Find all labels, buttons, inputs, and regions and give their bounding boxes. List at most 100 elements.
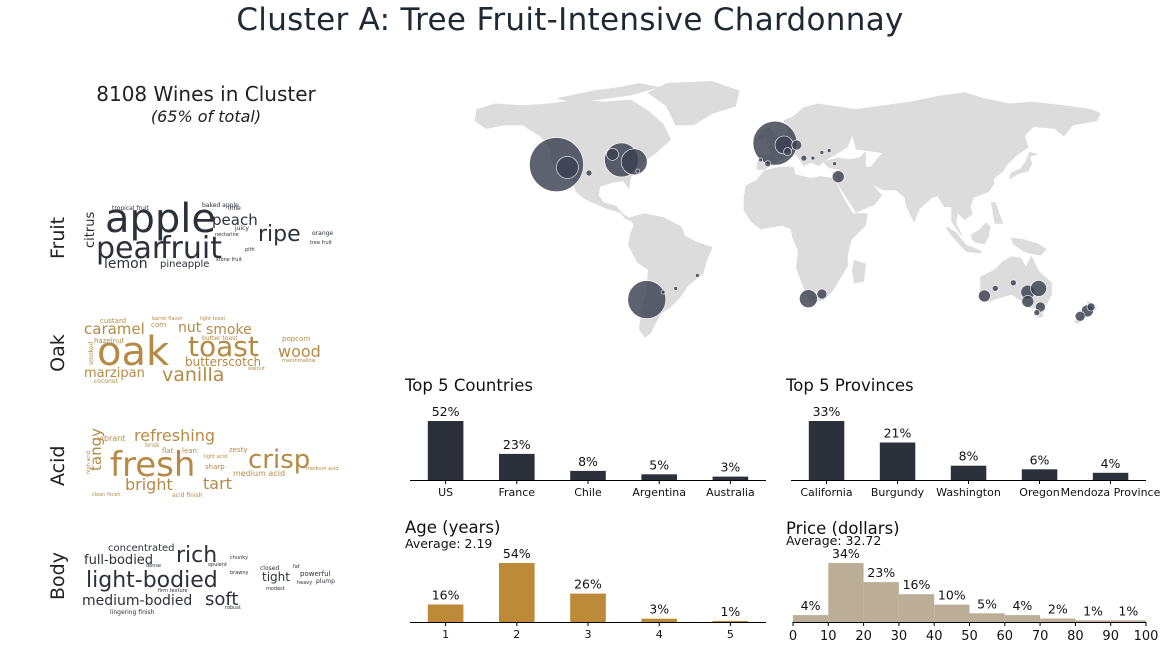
cloud-word: custard bbox=[100, 317, 126, 325]
map-bubble bbox=[791, 139, 803, 151]
cloud-word: nut bbox=[178, 320, 202, 336]
map-bubble bbox=[620, 148, 648, 176]
cloud-word: closed bbox=[260, 565, 279, 572]
bar bbox=[934, 604, 970, 622]
land-shape bbox=[743, 166, 868, 302]
tick-label: Argentina bbox=[632, 486, 686, 499]
cloud-word: marzipan bbox=[84, 366, 145, 381]
row-label-acid: Acid bbox=[47, 445, 69, 486]
row-label-fruit: Fruit bbox=[47, 216, 69, 259]
tick-label: 3 bbox=[585, 628, 592, 641]
chart-title: Top 5 Provinces bbox=[785, 376, 914, 395]
data-label: 5% bbox=[649, 457, 669, 472]
data-label: 1% bbox=[1118, 603, 1138, 618]
cloud-word: marshmallow bbox=[282, 358, 316, 364]
bar bbox=[499, 453, 535, 480]
tick-label: 40 bbox=[926, 629, 943, 644]
data-label: 10% bbox=[938, 588, 966, 603]
map-bubble bbox=[819, 150, 825, 155]
bar bbox=[793, 615, 829, 622]
data-label: 54% bbox=[503, 546, 531, 561]
map-bubble bbox=[695, 273, 700, 278]
map-bubble bbox=[585, 169, 593, 177]
cloud-word: soft bbox=[205, 589, 238, 610]
tick-label: California bbox=[800, 486, 852, 499]
cloud-word: baked apple bbox=[202, 202, 239, 209]
cloud-word: peach bbox=[212, 211, 258, 229]
cloud-word: orange bbox=[312, 230, 333, 237]
data-label: 5% bbox=[977, 596, 997, 611]
data-label: 23% bbox=[867, 565, 895, 580]
data-label: 33% bbox=[813, 404, 841, 419]
bar bbox=[950, 465, 987, 480]
cloud-word: tart bbox=[203, 474, 232, 493]
map-bubble bbox=[1030, 280, 1047, 297]
bar bbox=[808, 421, 845, 480]
land-shape bbox=[991, 202, 1004, 224]
map-bubble bbox=[1021, 295, 1035, 308]
tick-label: Oregon bbox=[1019, 486, 1059, 499]
data-label: 16% bbox=[903, 577, 931, 592]
tick-label: 5 bbox=[727, 628, 734, 641]
cloud-word: light toast bbox=[200, 316, 225, 322]
tick-label: Mendoza Province bbox=[1061, 486, 1161, 499]
cloud-word: high acid bbox=[86, 451, 92, 474]
cloud-word: butter toast bbox=[202, 335, 238, 342]
cloud-word: medium acid bbox=[233, 469, 285, 478]
map-bubble bbox=[978, 289, 991, 303]
map-bubble bbox=[810, 155, 816, 161]
cloud-word: bright bbox=[125, 475, 173, 494]
land-shape bbox=[852, 259, 866, 284]
map-bubble bbox=[673, 286, 678, 291]
land-shape bbox=[823, 92, 1101, 235]
cloud-word: medium-bodied bbox=[82, 593, 192, 609]
cloud-word: vanilla bbox=[162, 364, 224, 386]
bar bbox=[641, 474, 677, 480]
chart-subtitle: Average: 2.19 bbox=[405, 536, 492, 551]
tick-label: 0 bbox=[789, 629, 797, 644]
cloud-word: pineapple bbox=[160, 259, 209, 270]
cloud-word: sharp bbox=[205, 463, 225, 471]
bar bbox=[1092, 472, 1129, 480]
bar bbox=[712, 620, 749, 622]
cluster-percent: (65% of total) bbox=[150, 107, 262, 126]
cloud-word: toast bbox=[188, 330, 259, 363]
land-shape bbox=[1009, 151, 1038, 180]
data-label: 21% bbox=[884, 426, 912, 441]
tick-label: Washington bbox=[936, 486, 1001, 499]
bar bbox=[828, 563, 864, 622]
tick-label: 100 bbox=[1134, 629, 1159, 644]
tick-label: US bbox=[438, 486, 453, 499]
map-bubble bbox=[606, 148, 619, 161]
bar bbox=[863, 582, 899, 622]
cloud-word: lemon bbox=[104, 256, 148, 272]
cloud-word: citrus bbox=[83, 212, 98, 248]
cloud-word: dense bbox=[146, 563, 161, 569]
cloud-word: light acid bbox=[204, 454, 227, 460]
cloud-word: brisk bbox=[145, 442, 160, 449]
cloud-word: concentrated bbox=[108, 543, 175, 554]
map-bubbles bbox=[529, 120, 1096, 322]
cloud-word: opulent bbox=[208, 562, 227, 568]
cluster-count: 8108 Wines in Cluster bbox=[96, 82, 316, 106]
chart-title: Age (years) bbox=[405, 518, 500, 537]
cloud-word: fruit bbox=[160, 231, 222, 266]
map-bubble bbox=[764, 160, 772, 167]
tick-label: 80 bbox=[1067, 629, 1084, 644]
land-shape bbox=[945, 226, 982, 254]
map-bubble bbox=[991, 285, 999, 292]
land-shape bbox=[1010, 237, 1047, 256]
page-title: Cluster A: Tree Fruit-Intensive Chardonn… bbox=[236, 2, 904, 38]
tick-label: 60 bbox=[997, 629, 1014, 644]
cloud-word: lean bbox=[182, 447, 197, 455]
tick-label: 20 bbox=[855, 629, 872, 644]
cloud-word: plump bbox=[316, 578, 335, 585]
cloud-word: butterscotch bbox=[185, 355, 261, 369]
data-label: 4% bbox=[801, 598, 821, 613]
tick-label: 4 bbox=[656, 628, 663, 641]
chart-age: Age (years)Average: 2.19 16% 1 54% 2 26% 3 3% 4 1… bbox=[405, 518, 766, 641]
data-label: 3% bbox=[649, 602, 669, 617]
data-label: 3% bbox=[720, 460, 740, 475]
map-bubble bbox=[758, 157, 763, 163]
cloud-word: firm texture bbox=[158, 588, 188, 594]
